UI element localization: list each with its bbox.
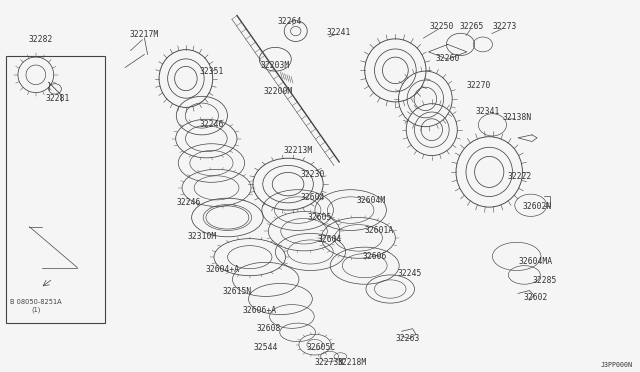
Text: 32606+A: 32606+A: [243, 306, 276, 315]
Text: 32604: 32604: [317, 235, 342, 244]
Text: 32605C: 32605C: [307, 343, 336, 352]
Bar: [6, 56, 105, 323]
Text: 32217M: 32217M: [130, 29, 159, 39]
Text: 32273N: 32273N: [315, 357, 344, 366]
Text: 32250: 32250: [429, 22, 454, 31]
Text: 32604+A: 32604+A: [206, 265, 240, 274]
Text: 32265: 32265: [460, 22, 484, 31]
Text: 32310M: 32310M: [188, 231, 216, 241]
Text: 32604M: 32604M: [356, 196, 386, 205]
Text: 32604MA: 32604MA: [519, 257, 553, 266]
Text: 32602: 32602: [524, 294, 548, 302]
Text: 32281: 32281: [46, 94, 70, 103]
Text: 32273: 32273: [493, 22, 517, 31]
Text: 32285: 32285: [532, 276, 557, 285]
Text: 32222: 32222: [507, 172, 531, 181]
Text: 32341: 32341: [475, 108, 499, 116]
Text: 32615N: 32615N: [222, 287, 252, 296]
Text: 32138N: 32138N: [502, 113, 531, 122]
Text: 32601A: 32601A: [365, 226, 394, 235]
Text: 32203M: 32203M: [260, 61, 290, 70]
Text: 32351: 32351: [199, 67, 223, 76]
Text: 32230: 32230: [300, 170, 324, 179]
Text: 32608: 32608: [257, 324, 281, 333]
Text: 32604: 32604: [300, 193, 324, 202]
Text: 32241: 32241: [327, 28, 351, 37]
Text: 32270: 32270: [466, 81, 491, 90]
Text: 32606: 32606: [362, 252, 387, 261]
Text: B 08050-8251A
(1): B 08050-8251A (1): [10, 299, 61, 312]
Text: 32213M: 32213M: [283, 146, 312, 155]
Text: 32218M: 32218M: [337, 357, 367, 366]
Text: 32605: 32605: [308, 213, 332, 222]
Text: 32263: 32263: [396, 334, 420, 343]
Text: 32245: 32245: [397, 269, 422, 278]
Text: 32260: 32260: [436, 54, 460, 62]
Text: 32246: 32246: [177, 198, 201, 207]
Text: 32246: 32246: [199, 121, 223, 129]
Text: 32200M: 32200M: [264, 87, 293, 96]
Text: 32282: 32282: [29, 35, 53, 44]
Text: 32264: 32264: [278, 17, 302, 26]
Text: 32602N: 32602N: [522, 202, 552, 211]
Text: 32544: 32544: [253, 343, 278, 352]
Text: J3PP000N: J3PP000N: [601, 362, 633, 368]
